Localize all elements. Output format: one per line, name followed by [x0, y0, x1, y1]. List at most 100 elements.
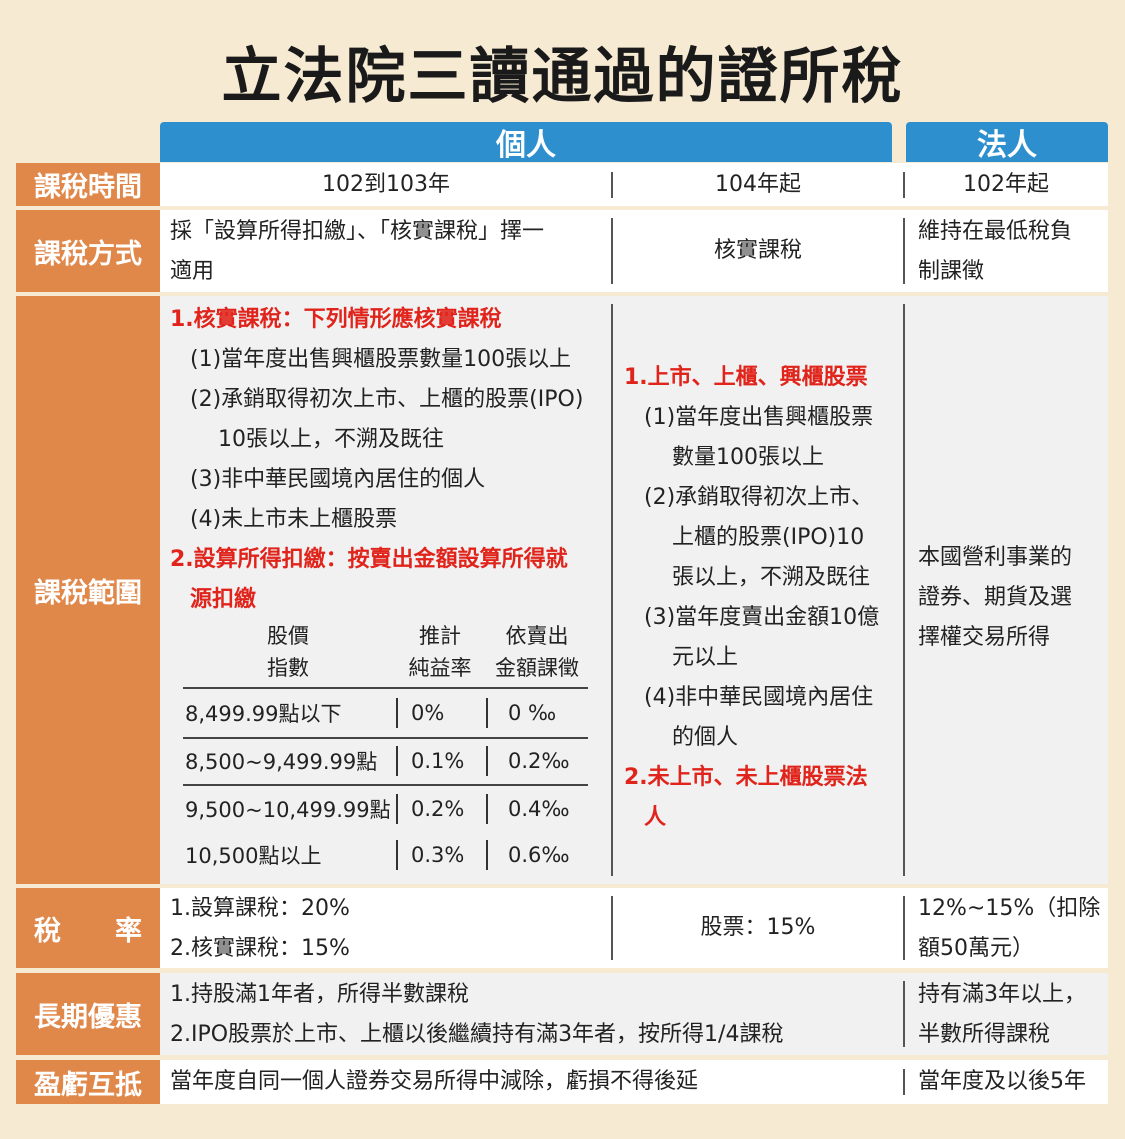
- rate-table-rule: [183, 737, 588, 739]
- scope-c1: 1.核實課稅：下列情形應核實課稅 (1)當年度出售興櫃股票數量100張以上 (2…: [170, 300, 610, 620]
- longterm-c3-line: 持有滿3年以上，: [918, 982, 1086, 1007]
- divider: [486, 794, 488, 824]
- rate-cell: 0.3%: [411, 843, 465, 867]
- longterm-c1-line: 1.持股滿1年者，所得半數課稅: [170, 982, 469, 1007]
- scope-c2-line: 元以上: [672, 645, 739, 670]
- rate-cell: 8,499.99點以下: [185, 702, 342, 726]
- rate-c3: 12%~15%（扣除 額50萬元）: [918, 889, 1106, 969]
- divider: [611, 304, 613, 876]
- rate-cell: 8,500~9,499.99點: [185, 750, 378, 774]
- divider: [396, 746, 398, 776]
- label-rate: 稅 率: [16, 888, 160, 968]
- rate-table-header-margin: 推計 純益率: [395, 620, 485, 684]
- longterm-c1: 1.持股滿1年者，所得半數課稅 2.IPO股票於上市、上櫃以後繼續持有滿3年者，…: [170, 975, 900, 1055]
- divider: [396, 698, 398, 728]
- label-offset: 盈虧互抵: [16, 1060, 160, 1104]
- period-c1: 102到103年: [322, 171, 450, 197]
- method-c1-line: 採「設算所得扣繳」、「核實課稅」擇一: [170, 219, 545, 244]
- rate-table-row: 9,500~10,499.99點 0.2% 0.4‰: [183, 786, 588, 832]
- rate-table-row: 8,499.99點以下 0% 0 ‰: [183, 690, 588, 736]
- rate-cell: 0%: [411, 701, 445, 725]
- rate-cell: 0.2%: [411, 797, 465, 821]
- scope-c2-line: 張以上，不溯及既往: [672, 565, 871, 590]
- row-scope: [160, 296, 1108, 884]
- header-individual: 個人: [160, 122, 892, 163]
- method-c1: 採「設算所得扣繳」、「核實課稅」擇一 適用: [170, 212, 610, 292]
- scope-c3-line: 擇權交易所得: [918, 625, 1051, 650]
- scope-c2-line: (3)當年度賣出金額10億: [644, 605, 880, 630]
- scope-c1-heading2-cont: 源扣繳: [190, 587, 257, 612]
- row-period: [160, 163, 1108, 206]
- scope-c1-item: (1)當年度出售興櫃股票數量100張以上: [190, 347, 572, 372]
- rate-cell: 10,500點以上: [185, 844, 322, 868]
- divider: [486, 698, 488, 728]
- rate-cell: 0.2‰: [508, 749, 570, 773]
- divider: [903, 172, 905, 198]
- divider: [611, 218, 613, 284]
- scope-c2: 1.上市、上櫃、興櫃股票 (1)當年度出售興櫃股票 數量100張以上 (2)承銷…: [624, 358, 900, 838]
- method-c3-line: 維持在最低稅負: [918, 219, 1073, 244]
- scope-c1-item: 10張以上，不溯及既往: [218, 427, 444, 452]
- rate-table-rule: [183, 687, 588, 689]
- header-corporate: 法人: [906, 122, 1108, 163]
- scope-c1-heading2: 2.設算所得扣繳：按賣出金額設算所得就: [170, 547, 568, 572]
- scope-c2-line: 上櫃的股票(IPO)10: [672, 525, 865, 550]
- method-c3: 維持在最低稅負 制課徵: [918, 212, 1106, 292]
- longterm-c3: 持有滿3年以上， 半數所得課稅: [918, 975, 1106, 1055]
- scope-c2-line: 的個人: [672, 725, 739, 750]
- scope-c3-line: 證券、期貨及選: [918, 585, 1073, 610]
- scope-c1-item: (4)未上市未上櫃股票: [190, 507, 398, 532]
- divider: [486, 746, 488, 776]
- longterm-c1-line: 2.IPO股票於上市、上櫃以後繼續持有滿3年者，按所得1/4課稅: [170, 1022, 784, 1047]
- label-period: 課稅時間: [16, 163, 160, 206]
- rate-table-row: 10,500點以上 0.3% 0.6‰: [183, 832, 588, 878]
- divider: [903, 1069, 905, 1095]
- scope-c2-heading2: 2.未上市、未上櫃股票法: [624, 765, 868, 790]
- label-method: 課稅方式: [16, 210, 160, 292]
- rate-table-header-levy: 依賣出 金額課徵: [487, 620, 587, 684]
- divider: [903, 896, 905, 960]
- rate-c3-line: 額50萬元）: [918, 936, 1034, 961]
- scope-c1-item: (2)承銷取得初次上市、上櫃的股票(IPO): [190, 387, 584, 412]
- rate-table-header-line: 純益率: [408, 656, 472, 680]
- rate-table-header-line: 指數: [267, 656, 309, 680]
- rate-cell: 0.6‰: [508, 843, 570, 867]
- scope-c2-line: (2)承銷取得初次上市、: [644, 485, 874, 510]
- rate-table-rule: [183, 784, 588, 786]
- row-offset: [160, 1060, 1108, 1104]
- scope-c2-heading1: 1.上市、上櫃、興櫃股票: [624, 365, 868, 390]
- scope-c2-heading2-cont: 人: [644, 805, 667, 830]
- rate-cell: 9,500~10,499.99點: [185, 798, 391, 822]
- rate-c1: 1.設算課稅：20% 2.核實課稅：15%: [170, 889, 610, 969]
- longterm-c3-line: 半數所得課稅: [918, 1022, 1051, 1047]
- divider: [396, 840, 398, 870]
- period-c3: 102年起: [963, 171, 1049, 197]
- page-title: 立法院三讀通過的證所稅: [221, 42, 904, 112]
- scope-c1-heading1: 1.核實課稅：下列情形應核實課稅: [170, 307, 502, 332]
- divider: [903, 304, 905, 876]
- divider: [396, 794, 398, 824]
- rate-table-header-line: 股價: [267, 624, 309, 648]
- divider: [903, 981, 905, 1047]
- scope-c2-line: 數量100張以上: [672, 445, 824, 470]
- method-c1-line: 適用: [170, 259, 215, 284]
- offset-c1: 當年度自同一個人證券交易所得中減除，虧損不得後延: [170, 1069, 699, 1094]
- rate-table-header-line: 依賣出: [505, 624, 569, 648]
- rate-cell: 0.1%: [411, 749, 465, 773]
- scope-c3-line: 本國營利事業的: [918, 545, 1073, 570]
- scope-c2-line: (4)非中華民國境內居住: [644, 685, 874, 710]
- scope-c3: 本國營利事業的 證券、期貨及選 擇權交易所得: [918, 538, 1106, 658]
- label-longterm: 長期優惠: [16, 973, 160, 1055]
- rate-c1-line: 2.核實課稅：15%: [170, 936, 350, 961]
- rate-table-header-line: 金額課徵: [495, 656, 579, 680]
- rate-table: 股價 指數 推計 純益率 依賣出 金額課徵 8,499.99點以下 0% 0 ‰…: [183, 618, 588, 880]
- divider: [611, 172, 613, 198]
- row-rate: [160, 888, 1108, 968]
- rate-c3-line: 12%~15%（扣除: [918, 896, 1101, 921]
- scope-c1-item: (3)非中華民國境內居住的個人: [190, 467, 486, 492]
- method-c3-line: 制課徵: [918, 259, 985, 284]
- rate-cell: 0.4‰: [508, 797, 570, 821]
- scope-c2-line: (1)當年度出售興櫃股票: [644, 405, 874, 430]
- label-scope: 課稅範圍: [16, 296, 160, 884]
- rate-c2: 股票：15%: [700, 915, 816, 940]
